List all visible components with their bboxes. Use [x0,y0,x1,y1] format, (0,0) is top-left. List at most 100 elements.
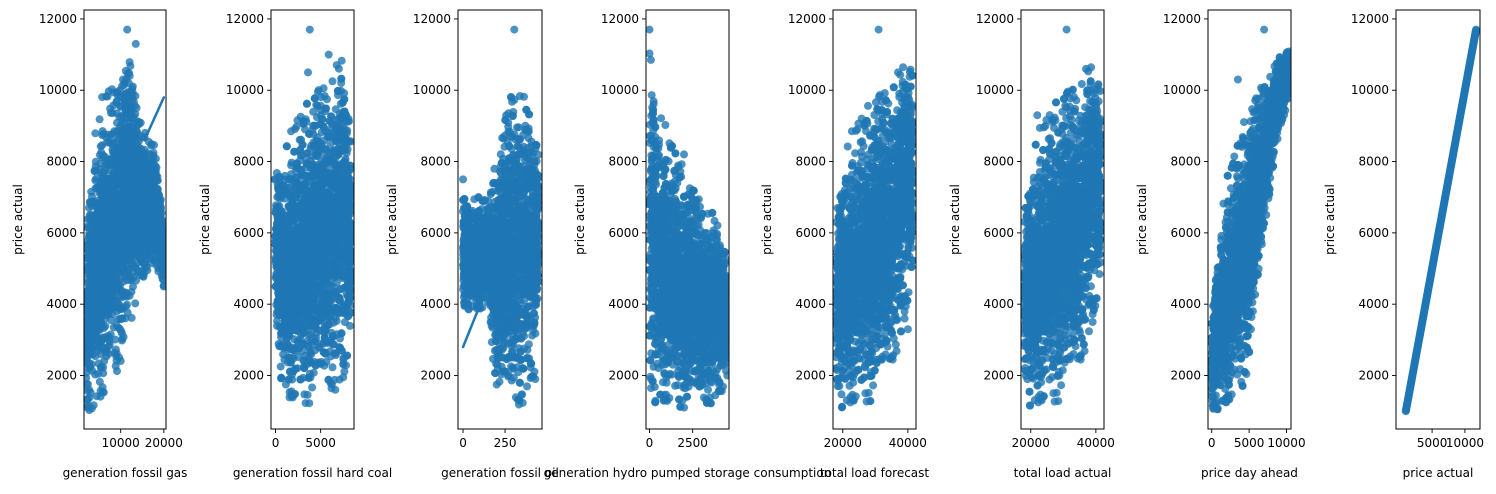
x-tick-label: 20000 [145,436,183,450]
data-point [322,326,330,334]
data-point [84,263,92,271]
data-point [99,242,107,250]
data-point [91,352,99,360]
data-point [129,168,137,176]
data-point [321,92,329,100]
data-point [97,264,105,272]
data-point [84,279,92,287]
data-point [151,201,159,209]
data-point [109,222,117,230]
data-point [301,217,309,225]
data-point [311,337,319,345]
data-point [130,237,138,245]
data-point [139,232,147,240]
data-point [154,222,162,230]
data-point [100,250,108,258]
data-point [96,151,104,159]
data-point [112,160,120,168]
data-point [98,131,106,139]
data-point [124,212,132,220]
data-point [105,87,113,95]
data-point [345,137,353,145]
data-point [140,273,148,281]
data-point [302,172,310,180]
data-point [154,185,162,193]
data-point [129,87,137,95]
data-point [86,254,94,262]
data-point [328,384,336,392]
data-point [139,222,147,230]
data-point [113,89,121,97]
data-point [107,109,115,117]
data-point [149,232,157,240]
data-point [329,363,337,371]
data-point [117,357,125,365]
data-point [121,127,129,135]
data-point [107,290,115,298]
data-point [124,69,132,77]
data-point [123,143,131,151]
data-point [284,221,292,229]
data-point [101,309,109,317]
data-point [90,242,98,250]
data-point [100,344,108,352]
data-point [95,294,103,302]
data-point [109,145,117,153]
data-point [88,193,96,201]
data-point [97,363,105,371]
data-point [338,329,346,337]
data-point [155,247,163,255]
data-point [145,159,153,167]
data-point [306,349,314,357]
data-point [118,235,126,243]
data-point [113,297,121,305]
data-point [117,192,125,200]
data-point [309,108,317,116]
data-point [133,266,141,274]
data-point [88,200,96,208]
data-point [326,313,334,321]
data-point [126,158,134,166]
y-tick-label: 2000 [46,369,77,383]
data-point [277,363,285,371]
data-point [346,322,354,330]
y-tick-label: 8000 [46,155,77,169]
data-point [131,217,139,225]
data-point [300,390,308,398]
data-point [101,165,109,173]
data-point [277,374,285,382]
data-point [325,376,333,384]
data-point [96,280,104,288]
data-point [289,248,297,256]
data-point [333,61,341,69]
data-point [329,77,337,85]
data-point [109,173,117,181]
data-point [99,388,107,396]
data-point [131,299,139,307]
data-point [158,272,166,280]
data-point [118,244,126,252]
data-point [84,349,92,357]
regression-line [144,97,163,140]
y-tick-label: 4000 [46,297,77,311]
data-point [111,279,119,287]
data-point [138,150,146,158]
data-point [146,187,154,195]
data-point [125,96,133,104]
data-point [91,232,99,240]
data-point [121,106,129,114]
data-point [88,404,96,412]
data-point [157,229,165,237]
data-point [160,282,168,290]
data-point [135,118,143,126]
data-point [96,326,104,334]
data-point [317,360,325,368]
x-axis-label: generation fossil gas [63,466,188,480]
data-point [102,215,110,223]
data-point [118,257,126,265]
data-point [92,335,100,343]
data-point [103,258,111,266]
data-point [89,216,97,224]
